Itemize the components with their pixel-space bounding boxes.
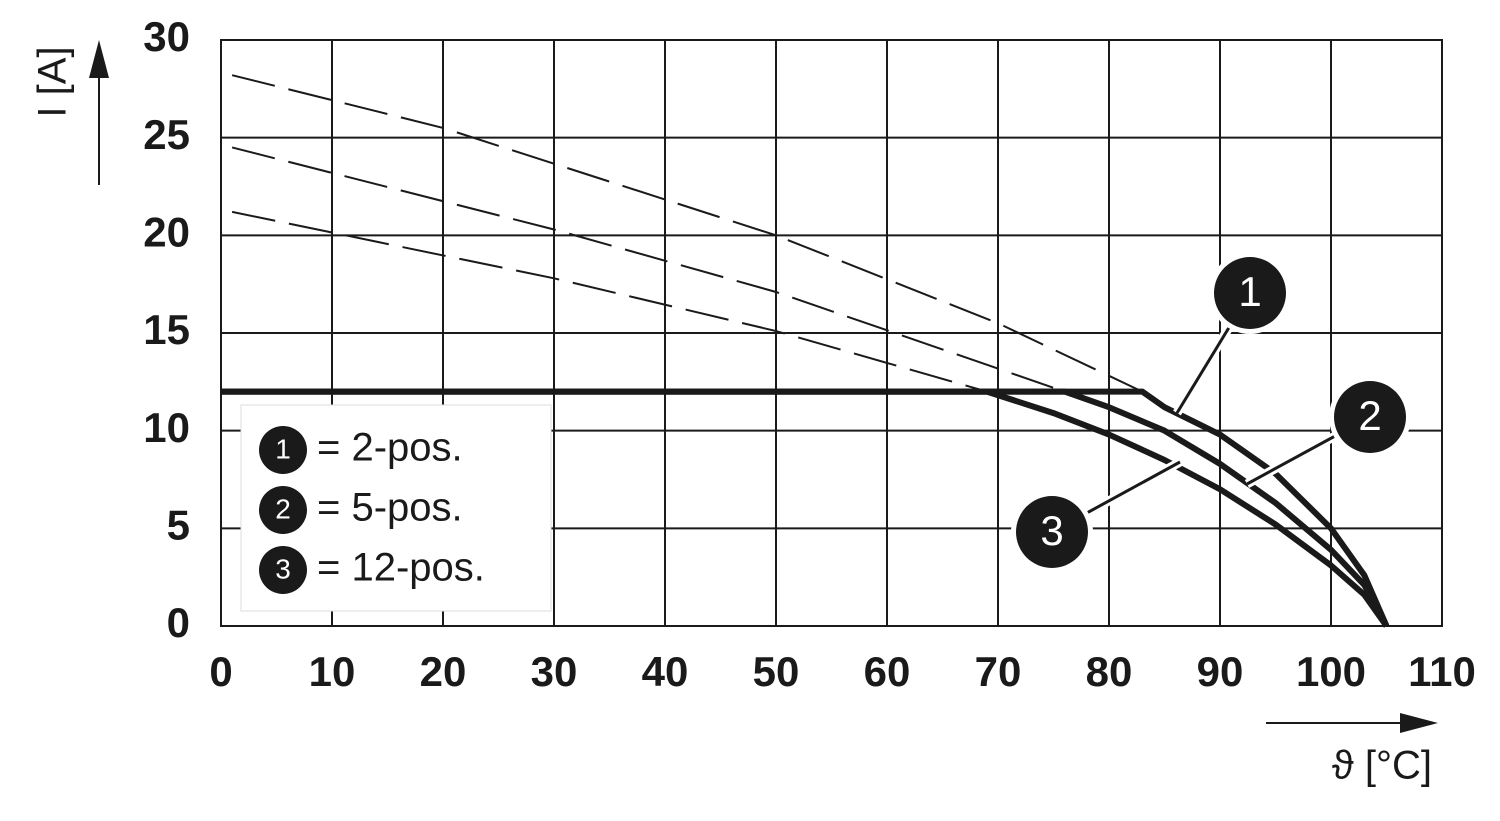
- y-tick-label: 30: [143, 13, 190, 60]
- x-tick-label: 0: [209, 648, 232, 695]
- legend-marker: [259, 546, 307, 594]
- y-tick-label: 15: [143, 306, 190, 353]
- x-tick-label: 90: [1197, 648, 1244, 695]
- x-tick-label: 50: [753, 648, 800, 695]
- x-tick-label: 70: [975, 648, 1022, 695]
- x-tick-label: 20: [420, 648, 467, 695]
- dashed-line: [231, 146, 1065, 393]
- callout-label: 2: [1358, 392, 1381, 439]
- axis-arrows: [89, 40, 1438, 733]
- legend-marker: [259, 486, 307, 534]
- x-tick-label: 100: [1296, 648, 1366, 695]
- y-tick-label: 20: [143, 208, 190, 255]
- x-tick-label: 10: [309, 648, 356, 695]
- callout-circle: [1016, 496, 1088, 568]
- y-tick-label: 0: [167, 599, 190, 646]
- legend-label: = 5-pos.: [317, 486, 463, 530]
- legend-key: 1: [275, 433, 291, 464]
- x-tick-label: 60: [864, 648, 911, 695]
- x-tick-label: 110: [1408, 648, 1476, 695]
- callout-label: 3: [1040, 507, 1063, 554]
- derating-curve: [221, 388, 1390, 628]
- legend-key: 3: [275, 553, 291, 584]
- x-tick-label: 80: [1086, 648, 1133, 695]
- y-tick-label: 5: [167, 501, 190, 548]
- callout-label: 1: [1238, 268, 1261, 315]
- legend-label: = 2-pos.: [317, 426, 463, 470]
- y-tick-label: 10: [143, 404, 190, 451]
- y-axis-label: I [A]: [31, 46, 75, 117]
- derating-curve: [221, 388, 1390, 628]
- dashed-line: [231, 210, 988, 393]
- x-tick-label: 30: [531, 648, 578, 695]
- legend-label: = 12-pos.: [317, 546, 485, 590]
- y-tick-label: 25: [143, 111, 190, 158]
- dashed-line: [231, 74, 1143, 393]
- legend-key: 2: [275, 493, 291, 524]
- x-axis-label: ϑ [°C]: [1332, 744, 1432, 788]
- callout-circle: [1334, 381, 1406, 453]
- derating-curve: [221, 388, 1389, 628]
- x-tick-label: 40: [642, 648, 689, 695]
- callout-circle: [1214, 257, 1286, 329]
- plot-frame: [220, 39, 1443, 627]
- legend-marker: [259, 426, 307, 474]
